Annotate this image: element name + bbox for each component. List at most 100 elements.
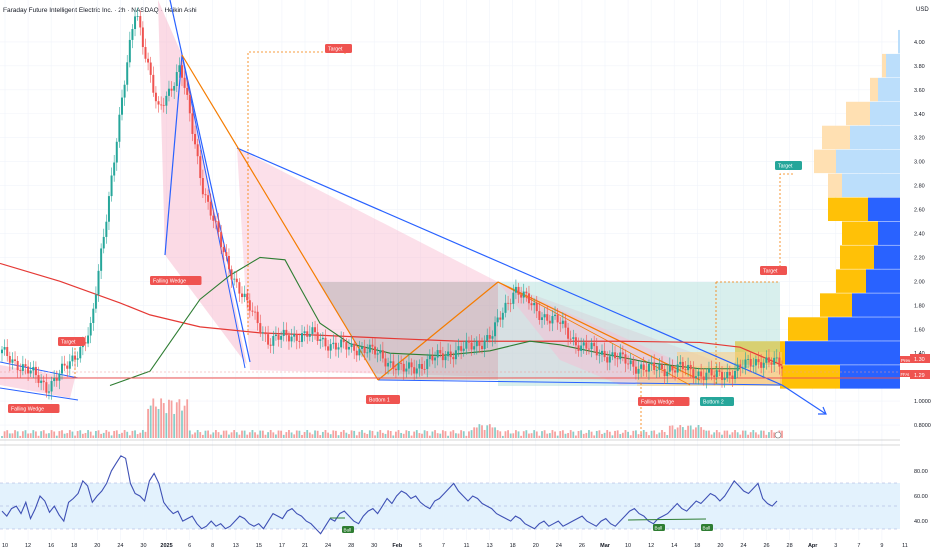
price-tick-label: 4.00 — [914, 40, 925, 46]
rsi-divergence-2 — [627, 518, 707, 521]
volume-bar — [512, 433, 515, 438]
volume-bar — [128, 435, 131, 438]
volume-bar — [215, 430, 217, 438]
time-tick-label: 24 — [740, 543, 746, 549]
time-tick-label: 11 — [464, 543, 470, 549]
candle-body — [212, 215, 215, 221]
candle-body — [525, 291, 528, 294]
volume-bar — [196, 430, 199, 438]
volume-bar — [376, 431, 379, 438]
small-wedge-bottom — [0, 387, 79, 401]
settings-circle-icon[interactable] — [774, 431, 782, 439]
candle-body — [165, 95, 168, 106]
volume-bar — [441, 430, 444, 438]
volume-bar — [384, 433, 387, 438]
volume-bar — [212, 432, 215, 438]
volume-bar — [648, 435, 650, 438]
volume-bar — [501, 435, 504, 438]
candle-body — [366, 352, 369, 354]
price-tick-label: 2.60 — [914, 208, 925, 214]
candle-body — [747, 359, 750, 360]
candle-body — [389, 361, 392, 363]
candle-body — [384, 358, 387, 367]
volume-bar — [188, 430, 191, 438]
time-tick-label: 14 — [671, 543, 677, 549]
candle-body — [449, 351, 452, 358]
candle-body — [705, 372, 708, 381]
candle-body — [173, 86, 176, 91]
volume-bar — [113, 430, 116, 438]
candle-body — [616, 358, 619, 360]
candle-body — [687, 364, 690, 371]
volume-bar — [170, 400, 173, 438]
volume-bar — [593, 435, 596, 438]
candle-body — [274, 334, 277, 337]
volume-bar — [220, 434, 223, 438]
candle-body — [14, 359, 17, 361]
volume-profile-down — [828, 197, 868, 221]
candle-body — [162, 104, 165, 106]
candle-body — [572, 337, 575, 339]
candle-body — [444, 356, 447, 361]
candle-body — [321, 337, 324, 340]
candle-body — [548, 320, 551, 324]
candle-body — [710, 368, 713, 376]
volume-bar — [348, 434, 350, 438]
prev-price-tag-value-bg — [910, 354, 930, 363]
volume-bar — [530, 433, 533, 438]
candle-body — [136, 16, 139, 17]
candle-body — [608, 356, 611, 363]
candle-body — [329, 344, 332, 351]
candle-body — [149, 62, 152, 75]
volume-bar — [16, 431, 19, 438]
volume-bar — [204, 430, 207, 438]
volume-bar — [275, 434, 277, 438]
price-tick-label: 3.40 — [914, 112, 925, 118]
volume-bar — [528, 433, 530, 438]
candle-body — [387, 362, 390, 367]
volume-bar — [246, 434, 249, 438]
volume-profile-up — [868, 197, 900, 221]
candle-body — [186, 87, 189, 95]
volume-bar — [389, 430, 392, 438]
volume-bar — [243, 430, 246, 438]
candle-body — [94, 294, 97, 309]
volume-bar — [689, 425, 692, 438]
candle-body — [637, 368, 640, 374]
volume-profile-down — [820, 293, 852, 317]
volume-bar — [449, 431, 452, 438]
chart-title: Faraday Future Intelligent Electric Inc.… — [3, 7, 197, 14]
candle-body — [535, 302, 538, 312]
volume-bar — [640, 432, 643, 438]
volume-bar — [155, 406, 157, 438]
candle-body — [634, 366, 637, 374]
candle-body — [757, 359, 760, 363]
volume-bar — [379, 430, 382, 438]
volume-bar — [674, 429, 676, 438]
candle-body — [267, 334, 270, 345]
volume-bar — [19, 435, 22, 438]
candle-body — [334, 342, 337, 350]
volume-bar — [280, 430, 283, 438]
candle-body — [248, 300, 251, 311]
ffai-price-tag-bg — [900, 370, 910, 377]
volume-bar — [251, 430, 254, 438]
candle-body — [123, 84, 126, 98]
candle-body — [361, 346, 363, 349]
volume-bar — [585, 432, 588, 438]
volume-bar — [48, 433, 50, 438]
volume-bar — [272, 432, 275, 438]
volume-bar — [162, 403, 165, 438]
prev-price-tag-bg — [900, 356, 910, 363]
volume-bar — [108, 431, 110, 438]
candle-body — [736, 364, 739, 371]
volume-bar — [726, 430, 729, 438]
candle-body — [113, 162, 116, 176]
volume-bar — [35, 431, 37, 438]
candle-body — [144, 47, 147, 59]
volume-bar — [191, 434, 194, 438]
candle-body — [473, 346, 476, 350]
candle-body — [183, 77, 186, 88]
candle-body — [494, 322, 497, 337]
